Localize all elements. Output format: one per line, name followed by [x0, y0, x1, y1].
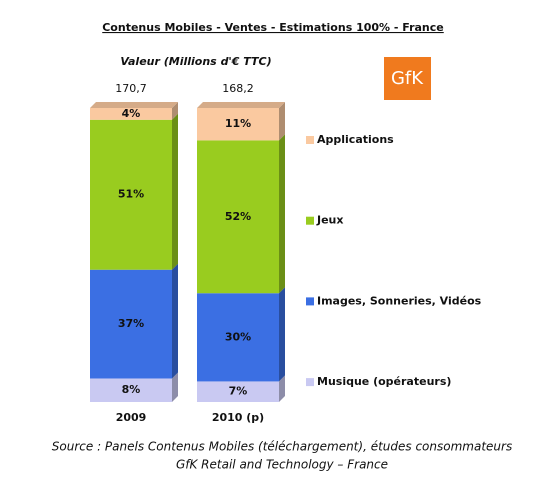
- legend-swatch: [306, 216, 314, 225]
- legend-swatch: [306, 378, 314, 387]
- bar-segment: [197, 108, 279, 141]
- legend-label: Musique (opérateurs): [317, 375, 451, 388]
- data-label: 8%: [122, 383, 141, 396]
- bar-top: [197, 102, 285, 108]
- legend-swatch: [306, 297, 314, 306]
- chart-title: Contenus Mobiles - Ventes - Estimations …: [102, 21, 444, 34]
- data-label: 51%: [118, 188, 144, 201]
- bar-segment: [197, 293, 279, 382]
- bar-side: [279, 134, 285, 294]
- bar-segment: [90, 119, 172, 270]
- data-label: 52%: [225, 210, 251, 223]
- source-line: GfK Retail and Technology – France: [176, 458, 388, 472]
- total-label: 170,7: [115, 82, 147, 95]
- legend-label: Jeux: [316, 214, 343, 227]
- logo: GfK: [391, 68, 424, 89]
- total-label: 168,2: [222, 82, 254, 95]
- legend-label: Images, Sonneries, Vidéos: [317, 294, 482, 307]
- logo-box: [384, 57, 431, 100]
- data-label: 30%: [225, 330, 251, 343]
- data-label: 4%: [122, 107, 141, 120]
- bar-side: [279, 287, 285, 382]
- x-tick-label: 2009: [116, 411, 147, 424]
- bar-side: [279, 102, 285, 141]
- chart-subtitle: Valeur (Millions d'€ TTC): [120, 55, 271, 68]
- x-tick-label: 2010 (p): [212, 411, 264, 424]
- bar-segment: [90, 108, 172, 120]
- bar-side: [172, 372, 178, 402]
- bar-segment: [90, 378, 172, 402]
- legend-swatch: [306, 136, 314, 144]
- data-label: 7%: [229, 385, 248, 398]
- legend-label: Applications: [317, 133, 394, 146]
- bar-side: [172, 113, 178, 270]
- data-label: 11%: [225, 117, 251, 130]
- bar-side: [172, 263, 178, 379]
- bar-side: [172, 102, 178, 120]
- bar-segment: [197, 140, 279, 294]
- bar-side: [279, 375, 285, 402]
- bar-top: [90, 102, 178, 108]
- bar-segment: [90, 269, 172, 379]
- source-line: Source : Panels Contenus Mobiles (téléch…: [52, 440, 512, 454]
- bar-segment: [197, 381, 279, 402]
- data-label: 37%: [118, 317, 144, 330]
